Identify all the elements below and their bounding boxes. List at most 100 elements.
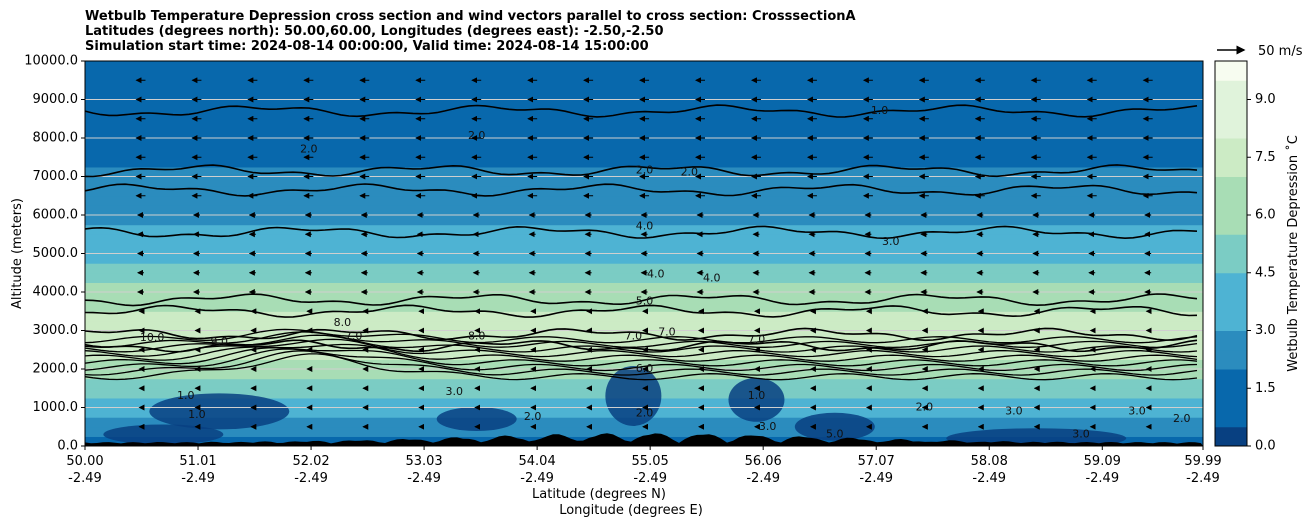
colorbar-tick-label: 4.5 xyxy=(1255,265,1276,280)
quiver-key-label: 50 m/s xyxy=(1258,44,1303,59)
contour-band xyxy=(85,243,1203,255)
contour-band xyxy=(85,61,1203,72)
x-tick-lat-label: 59.99 xyxy=(1184,454,1221,469)
contour-line xyxy=(85,293,1198,307)
contour-band xyxy=(85,282,1203,293)
contour-band xyxy=(85,176,1203,187)
contour-band xyxy=(85,195,1203,206)
contour-band xyxy=(85,118,1203,129)
contour-band xyxy=(85,157,1203,168)
x-tick-lon-label: -2.49 xyxy=(294,471,328,486)
contour-band xyxy=(85,205,1203,216)
y-tick-label: 8000.0 xyxy=(33,131,79,146)
colorbar-segment xyxy=(1215,80,1247,100)
colorbar-segment xyxy=(1215,176,1247,197)
colorbar-tick-label: 1.5 xyxy=(1255,381,1276,396)
colorbar-segment xyxy=(1215,99,1247,120)
x-tick-lon-label: -2.49 xyxy=(68,471,102,486)
x-tick-lon-label: -2.49 xyxy=(1085,471,1119,486)
x-tick-lon-label: -2.49 xyxy=(407,471,441,486)
x-tick-lon-label: -2.49 xyxy=(181,471,215,486)
x-tick-lon-label: -2.49 xyxy=(859,471,893,486)
colorbar-tick-label: 0.0 xyxy=(1255,439,1276,454)
contour-band xyxy=(85,128,1203,139)
x-tick-lat-label: 54.04 xyxy=(519,454,556,469)
contour-band xyxy=(85,263,1203,274)
contour-label: 7.0 xyxy=(625,329,643,342)
y-tick-label: 7000.0 xyxy=(33,169,79,184)
x-tick-lon-label: -2.49 xyxy=(1186,471,1220,486)
contour-band xyxy=(85,138,1203,149)
contour-line xyxy=(85,339,1198,353)
contour-band xyxy=(85,70,1203,81)
contour-label: 4.0 xyxy=(636,220,654,233)
colorbar: 0.0 1.5 3.0 4.5 6.0 7.5 9.0 xyxy=(1214,60,1276,454)
y-axis-label: Altitude (meters) xyxy=(10,198,25,309)
x-tick-lon-label: -2.49 xyxy=(746,471,780,486)
colorbar-segment xyxy=(1215,215,1247,235)
contour-label: 3.0 xyxy=(882,235,900,248)
y-axis: 0.0 1000.0 2000.0 3000.0 4000.0 5000.0 6000.0 7… xyxy=(24,54,85,454)
x-axis-label-lat: Latitude (degrees N) xyxy=(532,487,666,502)
colorbar-segment xyxy=(1215,272,1247,293)
contour-label: 10.0 xyxy=(140,331,165,344)
contour-label: 2.0 xyxy=(524,410,542,423)
low-level-blob xyxy=(436,407,517,432)
contour-label: 2.0 xyxy=(636,164,654,177)
colorbar-label: Wetbulb Temperature Depression ˚C xyxy=(1285,135,1301,372)
contour-label: 2.0 xyxy=(468,129,486,142)
contour-label: 4.0 xyxy=(703,272,721,285)
colorbar-segment xyxy=(1215,349,1247,370)
contour-label: 1.0 xyxy=(871,104,889,117)
x-tick-lat-label: 51.01 xyxy=(179,454,216,469)
contour-line xyxy=(85,328,1198,344)
contour-band xyxy=(85,80,1203,91)
y-tick-label: 6000.0 xyxy=(33,208,79,223)
colorbar-segment xyxy=(1215,157,1247,177)
contour-label: 2.0 xyxy=(636,406,654,419)
contour-lines xyxy=(85,104,1198,381)
title-line-2: Latitudes (degrees north): 50.00,60.00, … xyxy=(85,24,664,39)
contour-label: 4.0 xyxy=(647,268,665,281)
contour-band xyxy=(85,166,1203,178)
colorbar-segment xyxy=(1215,426,1247,447)
contour-band xyxy=(85,253,1203,264)
x-tick-lat-label: 55.05 xyxy=(632,454,669,469)
contour-line xyxy=(85,350,1198,376)
contour-label: 5.0 xyxy=(826,427,844,440)
contour-line xyxy=(85,104,1198,118)
chart-title: Wetbulb Temperature Depression cross sec… xyxy=(85,9,856,54)
low-level-blob xyxy=(103,424,224,445)
contour-line xyxy=(85,353,1198,381)
x-tick-lat-label: 59.09 xyxy=(1084,454,1121,469)
title-line-1: Wetbulb Temperature Depression cross sec… xyxy=(85,9,856,24)
contour-band xyxy=(85,320,1203,332)
y-tick-label: 4000.0 xyxy=(33,285,79,300)
y-tick-label: 5000.0 xyxy=(33,246,79,261)
contour-line xyxy=(85,225,1198,240)
contour-line xyxy=(85,327,1198,342)
colorbar-segment xyxy=(1215,234,1247,254)
contour-line xyxy=(85,334,1198,353)
x-axis: 50.00 -2.49 51.01 -2.49 52.02 -2.49 53.03 -2.49… xyxy=(66,446,1222,486)
contour-band xyxy=(85,99,1203,110)
contour-band xyxy=(85,311,1203,322)
contour-label: 7.0 xyxy=(748,333,766,346)
colorbar-segment xyxy=(1215,369,1247,389)
y-tick-label: 3000.0 xyxy=(33,323,79,338)
contour-band xyxy=(85,109,1203,120)
colorbar-segment xyxy=(1215,195,1247,216)
contour-label: 8.0 xyxy=(468,329,486,342)
colorbar-tick-label: 6.0 xyxy=(1255,208,1276,223)
contour-label: 2.0 xyxy=(300,143,318,156)
x-tick-lat-label: 56.06 xyxy=(745,454,782,469)
contour-label: 3.0 xyxy=(446,385,464,398)
contour-label: 1.0 xyxy=(748,389,766,402)
x-tick-lat-label: 50.00 xyxy=(66,454,103,469)
contour-label: 3.0 xyxy=(1128,404,1146,417)
low-level-blob xyxy=(946,428,1127,446)
y-tick-label: 2000.0 xyxy=(33,362,79,377)
terrain xyxy=(85,433,1203,446)
contour-band xyxy=(85,330,1203,341)
contour-line xyxy=(85,331,1198,349)
